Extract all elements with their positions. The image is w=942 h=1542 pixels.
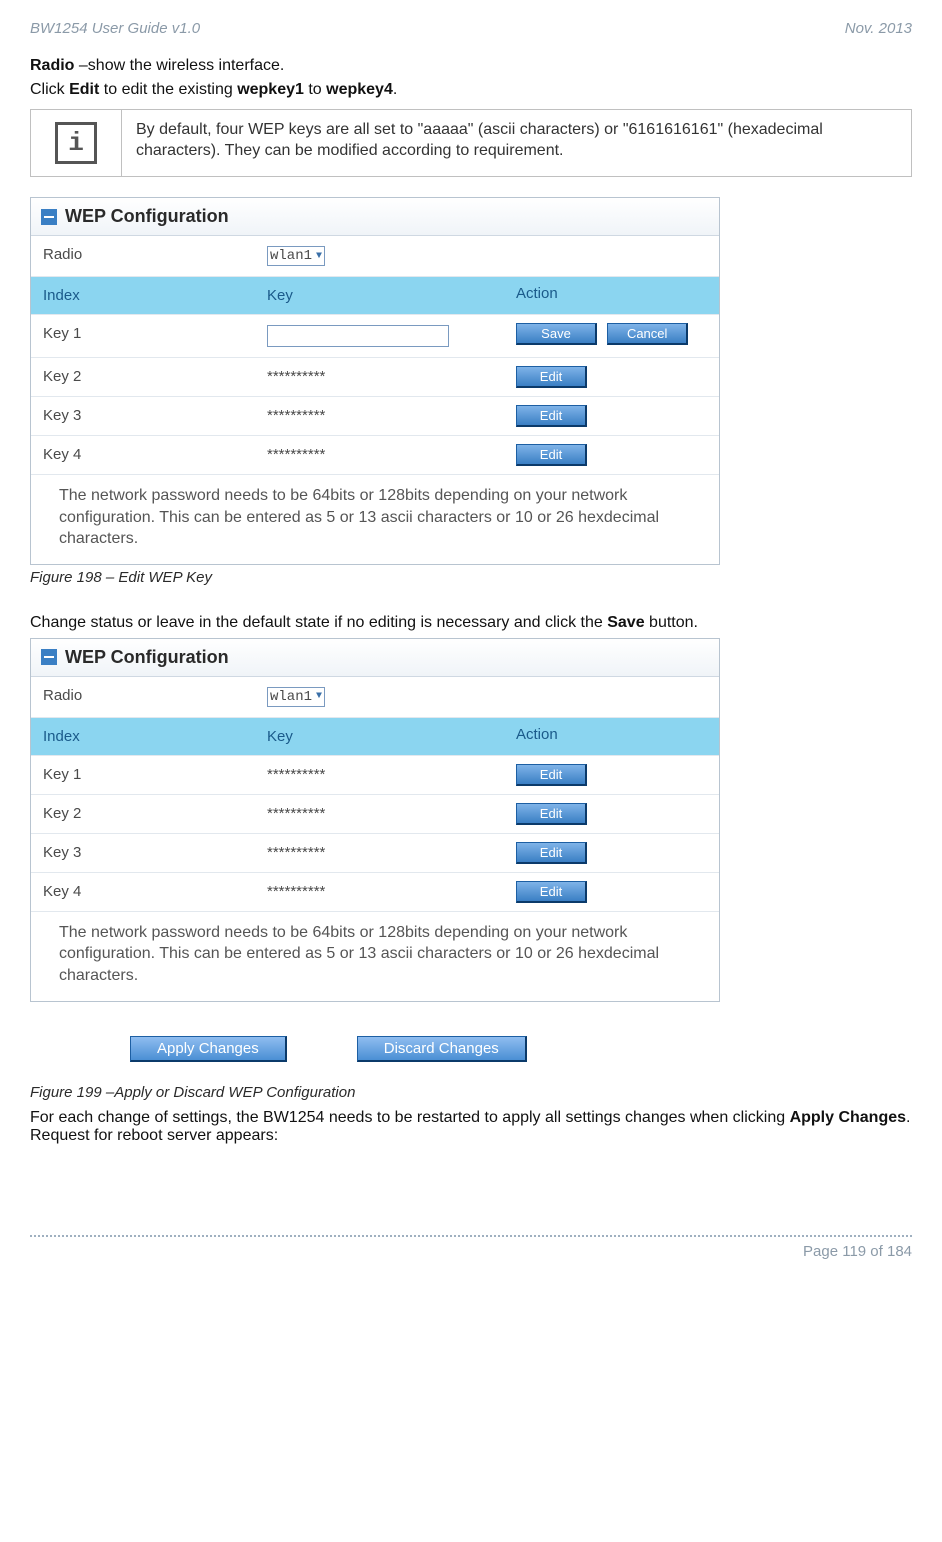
- radio-select[interactable]: wlan1 ▼: [267, 246, 325, 266]
- key1-label: Key 1: [31, 315, 255, 357]
- v-key3-row: Key 3 ********** Edit: [31, 834, 719, 873]
- key1-input[interactable]: [267, 325, 449, 347]
- key3-value: **********: [255, 397, 504, 435]
- key3-label: Key 3: [31, 397, 255, 435]
- key3-edit-button[interactable]: Edit: [516, 405, 587, 427]
- key2-row: Key 2 ********** Edit: [31, 358, 719, 397]
- column-headers: Index Key Action: [31, 277, 719, 315]
- radio-row-label: Radio: [31, 236, 255, 276]
- v-key2-edit-button[interactable]: Edit: [516, 803, 587, 825]
- apply-instruction: For each change of settings, the BW1254 …: [30, 1109, 912, 1145]
- radio-desc-line: Radio –show the wireless interface.: [30, 57, 912, 75]
- panel-title: WEP Configuration: [31, 198, 719, 236]
- v-key4-row: Key 4 ********** Edit: [31, 873, 719, 912]
- radio2-row: Radio wlan1 ▼: [31, 677, 719, 718]
- hdr-action: Action: [504, 277, 719, 314]
- radio2-select[interactable]: wlan1 ▼: [267, 687, 325, 707]
- radio-row: Radio wlan1 ▼: [31, 236, 719, 277]
- edit-instruction: Click Edit to edit the existing wepkey1 …: [30, 81, 912, 99]
- info-callout: i By default, four WEP keys are all set …: [30, 109, 912, 177]
- wep-panel-edit: WEP Configuration Radio wlan1 ▼ Index Ke…: [30, 197, 720, 565]
- radio2-label: Radio: [31, 677, 255, 717]
- apply-changes-button[interactable]: Apply Changes: [130, 1036, 287, 1062]
- panel2-title-text: WEP Configuration: [65, 647, 229, 668]
- collapse-icon[interactable]: [41, 649, 57, 665]
- hdr-index: Index: [31, 277, 255, 314]
- radio-desc: –show the wireless interface.: [74, 57, 284, 74]
- chevron-down-icon: ▼: [316, 251, 322, 262]
- v-key1-edit-button[interactable]: Edit: [516, 764, 587, 786]
- save-instruction: Change status or leave in the default st…: [30, 614, 912, 632]
- column-headers-2: Index Key Action: [31, 718, 719, 756]
- key4-row: Key 4 ********** Edit: [31, 436, 719, 475]
- key1-row: Key 1 Save Cancel: [31, 315, 719, 358]
- key2-label: Key 2: [31, 358, 255, 396]
- apply-discard-row: Apply Changes Discard Changes: [30, 1006, 720, 1080]
- key2-value: **********: [255, 358, 504, 396]
- chevron-down-icon: ▼: [316, 691, 322, 702]
- info-text: By default, four WEP keys are all set to…: [122, 110, 911, 176]
- doc-title: BW1254 User Guide v1.0: [30, 20, 200, 37]
- wep-panel-view: WEP Configuration Radio wlan1 ▼ Index Ke…: [30, 638, 720, 1002]
- panel-note: The network password needs to be 64bits …: [31, 475, 719, 564]
- doc-date: Nov. 2013: [845, 20, 912, 37]
- key4-label: Key 4: [31, 436, 255, 474]
- cancel-button[interactable]: Cancel: [607, 323, 688, 345]
- key4-value: **********: [255, 436, 504, 474]
- hdr-key: Key: [255, 277, 504, 314]
- collapse-icon[interactable]: [41, 209, 57, 225]
- radio-select-value: wlan1: [270, 248, 312, 264]
- save-button[interactable]: Save: [516, 323, 597, 345]
- radio2-value: wlan1: [270, 689, 312, 705]
- v-key4-edit-button[interactable]: Edit: [516, 881, 587, 903]
- info-icon-cell: i: [31, 110, 122, 176]
- v-key2-row: Key 2 ********** Edit: [31, 795, 719, 834]
- panel-title-text: WEP Configuration: [65, 206, 229, 227]
- panel2-title: WEP Configuration: [31, 639, 719, 677]
- info-icon: i: [55, 122, 97, 164]
- key3-row: Key 3 ********** Edit: [31, 397, 719, 436]
- panel2-note: The network password needs to be 64bits …: [31, 912, 719, 1001]
- page-footer: Page 119 of 184: [30, 1243, 912, 1260]
- page-header: BW1254 User Guide v1.0 Nov. 2013: [30, 20, 912, 37]
- wep-panel-view-wrapper: WEP Configuration Radio wlan1 ▼ Index Ke…: [30, 638, 720, 1080]
- radio-label: Radio: [30, 57, 74, 74]
- figure-198-caption: Figure 198 – Edit WEP Key: [30, 569, 912, 586]
- footer-separator: [30, 1235, 912, 1237]
- discard-changes-button[interactable]: Discard Changes: [357, 1036, 527, 1062]
- v-key1-row: Key 1 ********** Edit: [31, 756, 719, 795]
- v-key3-edit-button[interactable]: Edit: [516, 842, 587, 864]
- figure-199-caption: Figure 199 –Apply or Discard WEP Configu…: [30, 1084, 912, 1101]
- key4-edit-button[interactable]: Edit: [516, 444, 587, 466]
- key2-edit-button[interactable]: Edit: [516, 366, 587, 388]
